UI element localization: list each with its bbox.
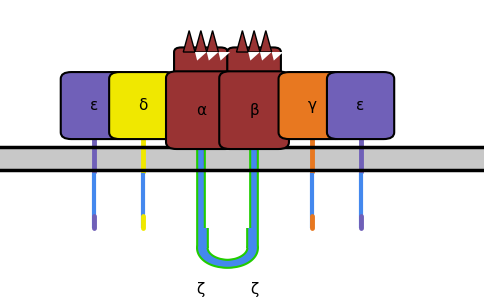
Polygon shape	[260, 31, 272, 52]
FancyBboxPatch shape	[219, 71, 289, 149]
FancyBboxPatch shape	[279, 72, 346, 139]
Polygon shape	[218, 52, 230, 61]
Text: ε: ε	[356, 98, 365, 113]
Polygon shape	[183, 31, 195, 52]
Polygon shape	[272, 52, 284, 61]
Text: ζ: ζ	[197, 282, 205, 297]
Polygon shape	[195, 31, 207, 52]
FancyBboxPatch shape	[109, 72, 177, 139]
FancyBboxPatch shape	[169, 73, 232, 148]
Bar	[0, 147, 484, 170]
Polygon shape	[195, 52, 207, 61]
FancyBboxPatch shape	[61, 72, 128, 139]
Text: δ: δ	[138, 98, 148, 113]
Text: ε: ε	[90, 98, 99, 113]
FancyBboxPatch shape	[174, 47, 227, 84]
Polygon shape	[260, 52, 272, 61]
Polygon shape	[237, 31, 248, 52]
FancyBboxPatch shape	[327, 72, 394, 139]
Text: β: β	[249, 103, 259, 118]
Polygon shape	[248, 31, 260, 52]
Text: ζ: ζ	[250, 282, 258, 297]
Polygon shape	[248, 52, 260, 61]
FancyBboxPatch shape	[166, 71, 236, 149]
Polygon shape	[207, 52, 218, 61]
Polygon shape	[207, 31, 218, 52]
Text: γ: γ	[308, 98, 317, 113]
FancyBboxPatch shape	[227, 47, 281, 84]
FancyBboxPatch shape	[223, 73, 286, 148]
Text: α: α	[196, 103, 206, 118]
